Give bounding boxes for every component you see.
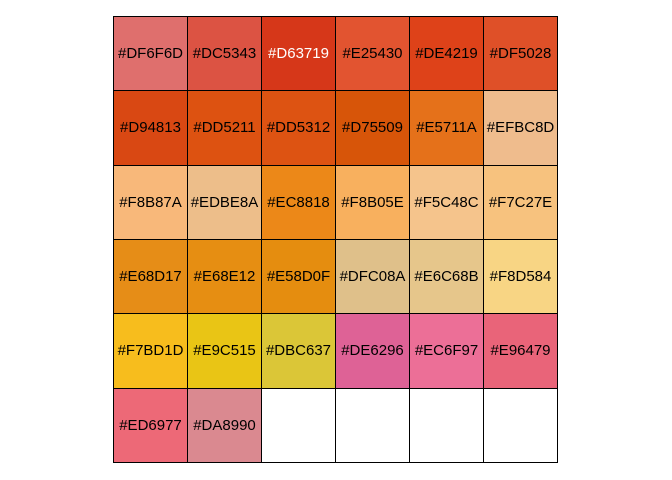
color-swatch: #F8B87A	[114, 165, 188, 240]
color-swatch: #E58D0F	[262, 240, 336, 315]
color-swatch: #D63719	[262, 17, 336, 92]
color-swatch: #F8B05E	[336, 165, 410, 240]
color-swatch: #DC5343	[188, 17, 262, 92]
color-swatch: #DE4219	[410, 17, 484, 92]
empty-swatch	[336, 388, 410, 463]
color-swatch: #EDBE8A	[188, 165, 262, 240]
color-swatch: #D75509	[336, 91, 410, 166]
color-swatch: #E25430	[336, 17, 410, 92]
color-swatch: #F8D584	[484, 240, 558, 315]
color-swatch: #EC8818	[262, 165, 336, 240]
color-swatch: #DFC08A	[336, 240, 410, 315]
color-swatch: #F7BD1D	[114, 314, 188, 389]
color-swatch: #E96479	[484, 314, 558, 389]
color-swatch: #E68E12	[188, 240, 262, 315]
swatch-grid: #DF6F6D #DC5343 #D63719 #E25430 #DE4219 #DF50…	[113, 16, 558, 463]
empty-swatch	[410, 388, 484, 463]
empty-swatch	[262, 388, 336, 463]
color-swatch: #DD5312	[262, 91, 336, 166]
color-swatch: #E9C515	[188, 314, 262, 389]
color-swatch: #E5711A	[410, 91, 484, 166]
color-swatch: #DA8990	[188, 388, 262, 463]
color-swatch: #F5C48C	[410, 165, 484, 240]
color-swatch: #DD5211	[188, 91, 262, 166]
color-swatch: #ED6977	[114, 388, 188, 463]
color-swatch: #EFBC8D	[484, 91, 558, 166]
color-swatch: #E6C68B	[410, 240, 484, 315]
color-swatch: #DBC637	[262, 314, 336, 389]
color-swatch: #D94813	[114, 91, 188, 166]
color-swatch: #DF5028	[484, 17, 558, 92]
color-swatch: #E68D17	[114, 240, 188, 315]
color-swatch: #EC6F97	[410, 314, 484, 389]
color-swatch: #F7C27E	[484, 165, 558, 240]
color-swatch: #DE6296	[336, 314, 410, 389]
empty-swatch	[484, 388, 558, 463]
color-swatch: #DF6F6D	[114, 17, 188, 92]
